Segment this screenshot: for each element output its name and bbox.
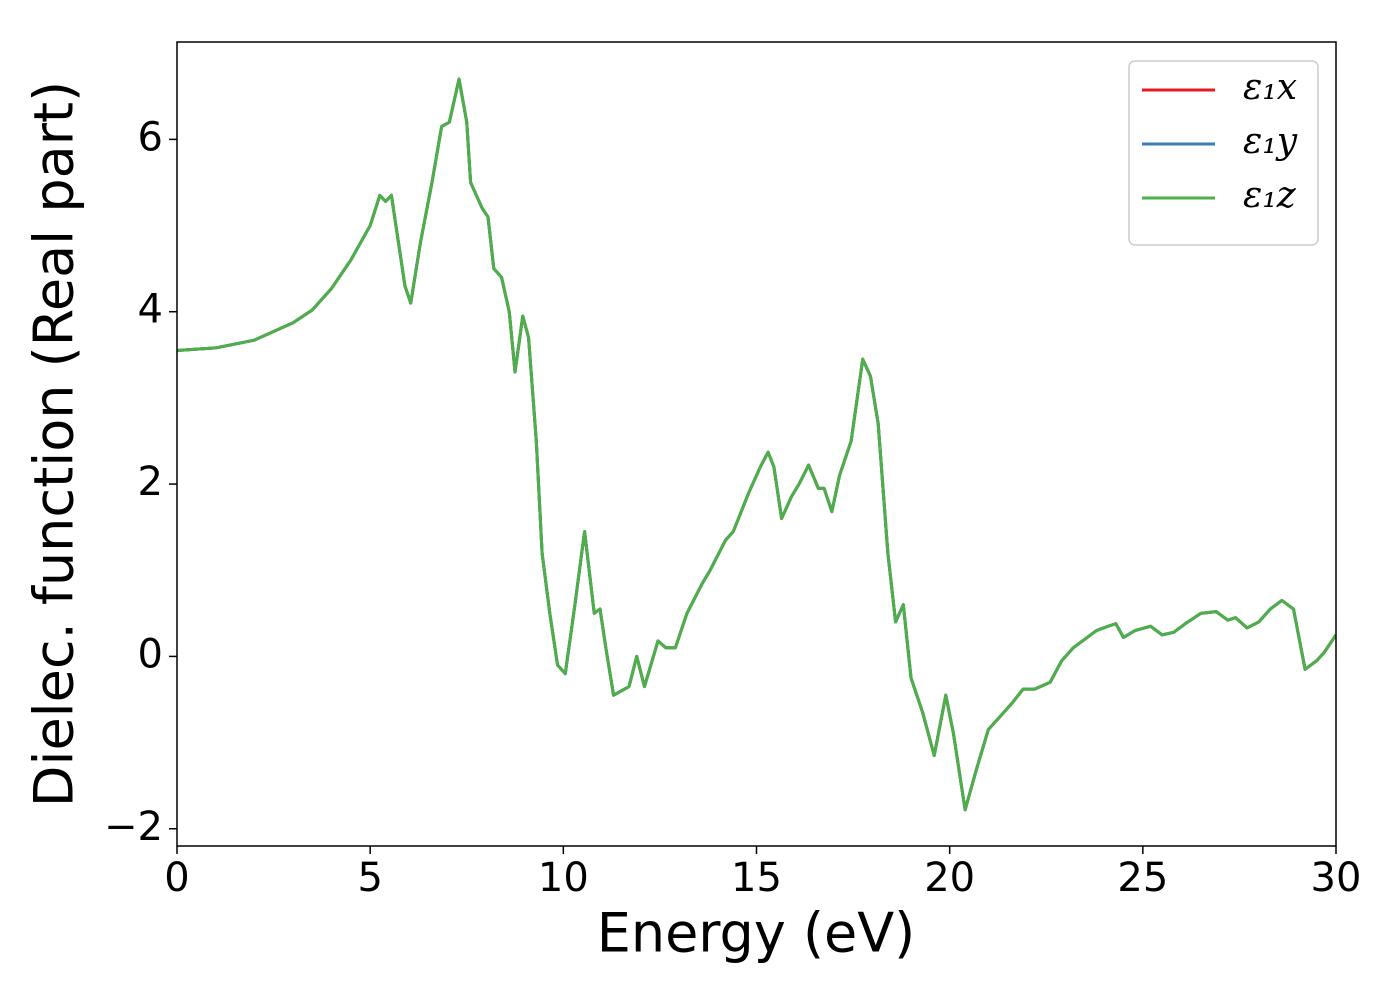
legend-label: ε₁z [1243,175,1297,216]
x-tick-label: 30 [1311,855,1362,901]
x-tick-label: 25 [1117,855,1168,901]
y-tick-label: 2 [138,459,163,505]
y-tick-label: −2 [104,804,163,850]
x-tick-label: 0 [164,855,189,901]
y-axis-label: Dielec. function (Real part) [23,81,86,807]
y-tick-label: 6 [138,114,163,160]
x-tick-label: 10 [538,855,589,901]
x-tick-label: 20 [924,855,975,901]
x-axis-label: Energy (eV) [597,902,916,965]
y-tick-label: 0 [138,631,163,677]
x-tick-label: 15 [731,855,782,901]
series-line [177,77,1336,812]
y-tick-label: 4 [138,287,163,333]
plot-frame [176,41,1337,847]
x-tick-label: 5 [357,855,382,901]
legend-label: ε₁x [1243,67,1297,108]
legend-label: ε₁y [1243,121,1298,162]
